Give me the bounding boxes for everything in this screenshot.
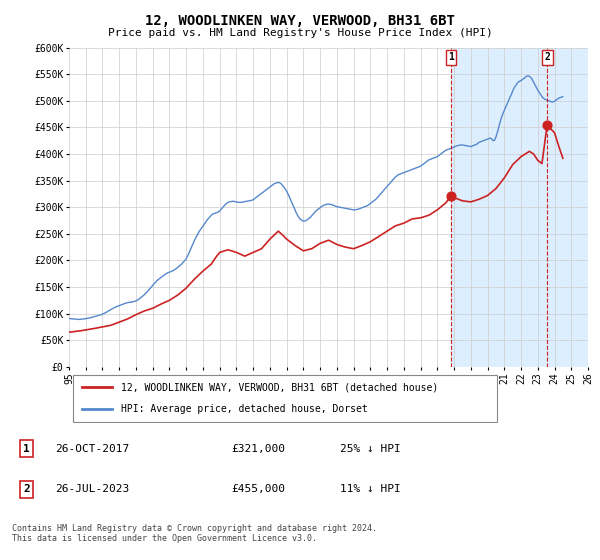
Text: 12, WOODLINKEN WAY, VERWOOD, BH31 6BT (detached house): 12, WOODLINKEN WAY, VERWOOD, BH31 6BT (d… — [121, 382, 438, 393]
Bar — [451, 48, 588, 367]
Text: 26-OCT-2017: 26-OCT-2017 — [55, 444, 130, 454]
Point — [446, 192, 456, 200]
FancyBboxPatch shape — [73, 375, 497, 422]
Text: 1: 1 — [448, 53, 454, 62]
Text: 26-JUL-2023: 26-JUL-2023 — [55, 484, 130, 494]
Text: HPI: Average price, detached house, Dorset: HPI: Average price, detached house, Dors… — [121, 404, 368, 414]
Point — [542, 120, 552, 129]
Text: 2: 2 — [23, 484, 30, 494]
Text: £455,000: £455,000 — [231, 484, 285, 494]
Text: Contains HM Land Registry data © Crown copyright and database right 2024.
This d: Contains HM Land Registry data © Crown c… — [12, 524, 377, 543]
Text: 12, WOODLINKEN WAY, VERWOOD, BH31 6BT: 12, WOODLINKEN WAY, VERWOOD, BH31 6BT — [145, 14, 455, 28]
Text: 2: 2 — [544, 53, 550, 62]
Text: 25% ↓ HPI: 25% ↓ HPI — [340, 444, 401, 454]
Text: Price paid vs. HM Land Registry's House Price Index (HPI): Price paid vs. HM Land Registry's House … — [107, 28, 493, 38]
Text: 11% ↓ HPI: 11% ↓ HPI — [340, 484, 401, 494]
Text: £321,000: £321,000 — [231, 444, 285, 454]
Text: 1: 1 — [23, 444, 30, 454]
